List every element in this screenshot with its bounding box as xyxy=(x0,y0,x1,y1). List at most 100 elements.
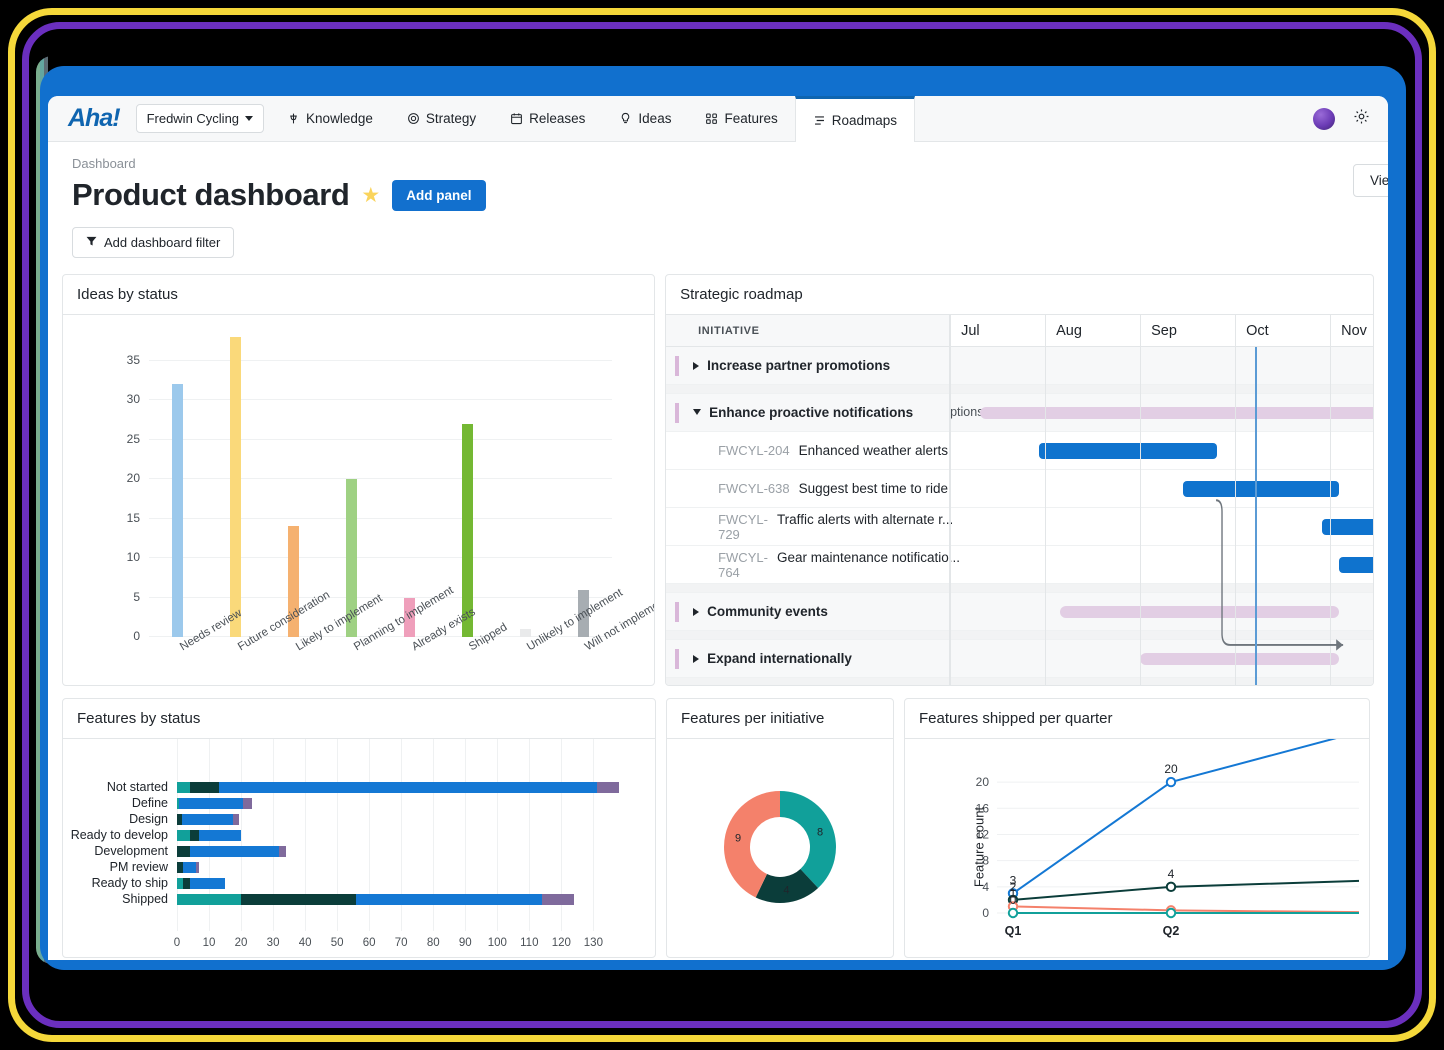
roadmap-bar-lilac[interactable] xyxy=(979,407,1373,419)
nav-item-releases[interactable]: Releases xyxy=(493,96,602,141)
breadcrumb[interactable]: Dashboard xyxy=(72,156,136,171)
donut-slice[interactable] xyxy=(780,791,836,889)
hbar-segment-series-purple[interactable] xyxy=(596,781,619,793)
roadmap-bar-lilac[interactable] xyxy=(1140,653,1340,665)
expand-triangle-icon[interactable] xyxy=(693,361,700,370)
bar[interactable] xyxy=(519,629,531,637)
expand-triangle-icon[interactable] xyxy=(693,607,700,616)
roadmap-initiative-row[interactable]: Expand internationally xyxy=(666,640,950,678)
nav-item-knowledge[interactable]: Knowledge xyxy=(270,96,390,141)
nav-item-roadmaps[interactable]: Roadmaps xyxy=(794,96,916,142)
bar[interactable] xyxy=(230,337,242,637)
nav-item-label: Ideas xyxy=(638,111,672,126)
bar-cell xyxy=(323,337,381,637)
bar[interactable] xyxy=(461,423,473,637)
roadmap-feature-name[interactable]: Suggest best time to ride xyxy=(798,481,948,496)
x-axis-tick: 80 xyxy=(426,937,440,949)
x-axis-tick: 20 xyxy=(234,937,248,949)
hbar-segment-series-blue[interactable] xyxy=(189,877,226,889)
hbar-segment-series-teal[interactable] xyxy=(177,797,179,809)
bar[interactable] xyxy=(346,479,358,637)
roadmap-feature-row[interactable]: FWCYL-729 Traffic alerts with alternate r… xyxy=(666,508,953,546)
gridline xyxy=(305,739,307,931)
nav-item-features[interactable]: Features xyxy=(688,96,794,141)
panel-features-by-status: Features by status Not started Define Desi… xyxy=(62,698,656,958)
donut-slice[interactable] xyxy=(724,791,780,898)
hbar-segment-series-purple[interactable] xyxy=(196,861,200,873)
hbar-segment-series-blue[interactable] xyxy=(356,893,543,905)
x-cell: Shipped xyxy=(438,621,509,685)
roadmap-bar-lilac[interactable] xyxy=(1060,606,1340,618)
hbar-segment-series-purple[interactable] xyxy=(233,813,240,825)
hbar-segment-series-darkteal[interactable] xyxy=(177,813,182,825)
nav-item-strategy[interactable]: Strategy xyxy=(390,96,493,141)
hbar-segment-series-blue[interactable] xyxy=(181,813,234,825)
roadmap-feature-code[interactable]: FWCYL-764 xyxy=(718,549,768,580)
roadmap-feature-row[interactable]: FWCYL-764 Gear maintenance notificatio... xyxy=(666,546,960,584)
line-series-darkteal[interactable] xyxy=(1012,879,1360,901)
roadmap-feature-name[interactable]: Enhanced weather alerts xyxy=(798,443,948,458)
expand-triangle-icon[interactable] xyxy=(693,654,700,663)
add-panel-button[interactable]: Add panel xyxy=(392,179,486,211)
hbar-segment-series-blue[interactable] xyxy=(189,845,280,857)
hbar-segment-series-darkteal[interactable] xyxy=(241,893,357,905)
hbar-segment-series-blue[interactable] xyxy=(199,829,242,841)
hbar-segment-series-darkteal[interactable] xyxy=(183,877,190,889)
roadmap-timeline-row xyxy=(950,593,1373,631)
roadmap-timeline-row xyxy=(950,432,1373,470)
nav-item-ideas[interactable]: Ideas xyxy=(602,96,688,141)
bar[interactable] xyxy=(288,526,300,637)
line-series-blue[interactable] xyxy=(1012,731,1360,895)
roadmap-bar-blue[interactable] xyxy=(1038,443,1217,459)
hbar-segment-series-darkteal[interactable] xyxy=(189,781,219,793)
roadmap-bar-blue[interactable] xyxy=(1182,481,1340,497)
bar[interactable] xyxy=(577,589,589,637)
aha-logo[interactable]: Aha! xyxy=(68,104,121,132)
roadmap-feature-row[interactable]: FWCYL-204 Enhanced weather alerts xyxy=(666,432,950,470)
roadmap-feature-code[interactable]: FWCYL-729 xyxy=(718,511,768,542)
view-button[interactable]: View xyxy=(1352,164,1388,197)
hbar-segment-series-purple[interactable] xyxy=(279,845,286,857)
roadmap-feature-name[interactable]: Gear maintenance notificatio... xyxy=(776,549,961,565)
collapse-triangle-icon[interactable] xyxy=(693,408,702,419)
roadmap-feature-code[interactable]: FWCYL-204 xyxy=(718,443,790,458)
y-axis-tick: 0 xyxy=(982,906,989,920)
roadmap-bar-blue[interactable] xyxy=(1339,557,1373,573)
hbar-segment-series-blue[interactable] xyxy=(178,797,243,809)
favorite-star-icon[interactable]: ★ xyxy=(361,183,381,207)
hbar-segment-series-darkteal[interactable] xyxy=(189,829,200,841)
hbar-segment-series-teal[interactable] xyxy=(177,829,190,841)
bar[interactable] xyxy=(404,597,415,637)
gridline: 25 xyxy=(127,432,613,446)
data-point[interactable] xyxy=(1165,881,1177,893)
roadmap-initiative-row[interactable]: Community events xyxy=(666,593,950,631)
donut-slice[interactable] xyxy=(755,868,819,903)
line-series-salmon[interactable] xyxy=(1012,905,1360,914)
gear-icon[interactable] xyxy=(1353,108,1370,130)
data-point-label: 3 xyxy=(1010,873,1017,887)
roadmap-feature-name[interactable]: Traffic alerts with alternate r... xyxy=(776,511,954,527)
hbar-segment-series-darkteal[interactable] xyxy=(177,861,184,873)
roadmap-initiative-row[interactable]: Enhance proactive notifications xyxy=(666,394,950,432)
data-point[interactable] xyxy=(1165,776,1177,788)
hbar-segment-series-purple[interactable] xyxy=(542,893,575,905)
roadmap-initiative-row[interactable]: Increase partner promotions xyxy=(666,347,950,385)
roadmap-feature-code[interactable]: FWCYL-638 xyxy=(718,481,790,496)
add-dashboard-filter-button[interactable]: Add dashboard filter xyxy=(72,227,235,258)
hbar-segment-series-teal[interactable] xyxy=(177,877,184,889)
roadmap-feature-row[interactable]: FWCYL-638 Suggest best time to ride xyxy=(666,470,950,508)
hbar-segment-series-purple[interactable] xyxy=(242,797,253,809)
hbar-segment-series-teal[interactable] xyxy=(177,781,190,793)
data-point[interactable] xyxy=(1007,907,1019,919)
avatar[interactable] xyxy=(1313,107,1335,130)
hbar-segment-series-teal[interactable] xyxy=(177,893,242,905)
bar[interactable] xyxy=(172,384,184,637)
roadmap-bar-blue[interactable] xyxy=(1322,519,1373,535)
project-selector[interactable]: Fredwin Cycling xyxy=(135,104,265,133)
hbar-segment-series-darkteal[interactable] xyxy=(177,845,190,857)
hbar-segment-series-blue[interactable] xyxy=(218,781,597,793)
y-axis-tick: 20 xyxy=(126,471,140,486)
roadmap-row-spacer xyxy=(666,678,950,685)
hbar-segment-series-blue[interactable] xyxy=(183,861,197,873)
data-point[interactable] xyxy=(1165,907,1177,919)
